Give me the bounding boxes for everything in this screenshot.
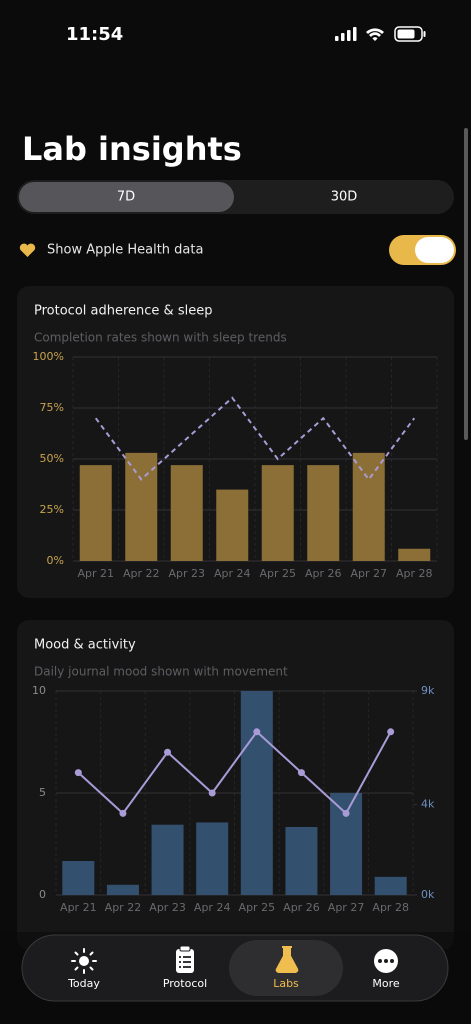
heart-icon	[19, 243, 36, 257]
x-tick-label: Apr 22	[123, 567, 160, 580]
bar	[261, 465, 294, 561]
y-tick-label: 5	[39, 786, 46, 799]
page-title: Lab insights	[22, 130, 242, 168]
bar	[170, 465, 203, 561]
status-icons	[335, 26, 426, 42]
x-tick-label: Apr 25	[259, 567, 296, 580]
y2-tick-label: 9k	[421, 684, 435, 697]
x-tick-label: Apr 28	[372, 901, 409, 914]
y2-tick-label: 0k	[421, 888, 435, 901]
scrollbar	[464, 128, 468, 440]
point	[119, 809, 127, 817]
bar	[374, 876, 407, 895]
bar	[62, 861, 95, 895]
tab-label[interactable]: Today	[67, 977, 100, 990]
x-tick-label: Apr 21	[60, 901, 97, 914]
y-tick-label: 0	[39, 888, 46, 901]
y-tick-label: 100%	[33, 350, 64, 363]
x-tick-label: Apr 27	[328, 901, 365, 914]
x-tick-label: Apr 23	[168, 567, 205, 580]
bar	[285, 827, 318, 895]
bar	[106, 884, 139, 895]
x-tick-label: Apr 25	[239, 901, 276, 914]
segment-30d[interactable]: 30D	[331, 190, 358, 205]
x-tick-label: Apr 26	[305, 567, 342, 580]
tab-label[interactable]: Protocol	[163, 977, 207, 990]
x-tick-label: Apr 28	[396, 567, 433, 580]
y-tick-label: 25%	[40, 503, 64, 516]
point	[164, 748, 172, 756]
bar	[216, 489, 249, 561]
bar	[352, 452, 385, 561]
line	[77, 730, 392, 815]
y-tick-label: 10	[32, 684, 46, 697]
x-tick-label: Apr 21	[77, 567, 114, 580]
x-tick-label: Apr 26	[283, 901, 320, 914]
point	[253, 728, 261, 736]
chart-subtitle: Daily journal mood shown with movement	[34, 665, 288, 679]
point	[342, 809, 350, 817]
y-tick-label: 0%	[47, 554, 64, 567]
segment-7d[interactable]: 7D	[117, 190, 135, 205]
charts: Protocol adherence & sleep Completion rat…	[32, 304, 438, 914]
tab-label[interactable]: Labs	[273, 977, 299, 990]
x-tick-label: Apr 24	[214, 567, 251, 580]
line	[94, 396, 416, 482]
bar	[151, 824, 184, 895]
y2-tick-label: 4k	[421, 797, 435, 810]
bar	[330, 793, 363, 895]
clock: 11:54	[66, 24, 123, 45]
point	[387, 728, 395, 736]
bar	[125, 452, 158, 561]
tab-icons	[71, 945, 398, 974]
x-tick-label: Apr 27	[350, 567, 387, 580]
y-tick-label: 50%	[40, 452, 64, 465]
point	[297, 769, 305, 777]
x-tick-label: Apr 23	[149, 901, 186, 914]
x-tick-label: Apr 22	[105, 901, 142, 914]
y-tick-label: 75%	[40, 401, 64, 414]
chart-title: Mood & activity	[34, 638, 136, 653]
chart-subtitle: Completion rates shown with sleep trends	[34, 331, 287, 345]
chart-title: Protocol adherence & sleep	[34, 304, 212, 319]
toggle-switch[interactable]	[389, 235, 456, 265]
point	[208, 789, 216, 797]
bar	[196, 822, 229, 895]
tab-label[interactable]: More	[372, 977, 400, 990]
point	[74, 769, 82, 777]
toggle-knob[interactable]	[415, 237, 454, 263]
segment-selected[interactable]	[19, 182, 234, 212]
toggle-label: Show Apple Health data	[47, 243, 203, 258]
bar	[79, 465, 112, 561]
bar	[307, 465, 340, 561]
x-tick-label: Apr 24	[194, 901, 231, 914]
bar	[240, 691, 273, 895]
bar	[398, 548, 431, 561]
